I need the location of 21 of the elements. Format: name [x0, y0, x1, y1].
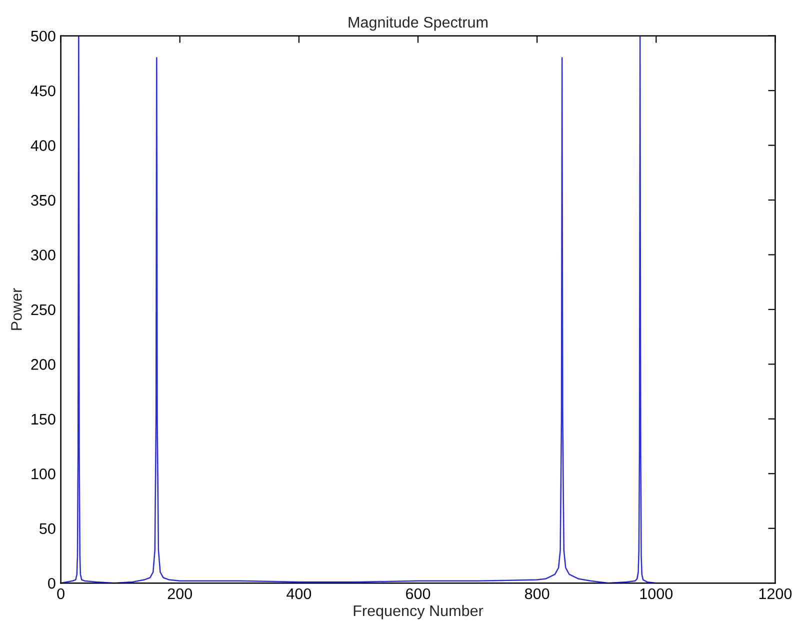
y-tick-label: 300 — [31, 250, 56, 260]
y-axis-title: Power — [11, 288, 22, 330]
y-tick-label: 500 — [31, 30, 56, 42]
x-tick-label: 1000 — [640, 588, 673, 600]
chart-title: Magnitude Spectrum — [348, 16, 488, 31]
x-axis-title: Frequency Number — [354, 604, 484, 620]
x-tick-label: 800 — [524, 588, 550, 600]
y-tick-label: 100 — [32, 468, 56, 480]
x-tick-label: 1200 — [759, 588, 792, 600]
x-tick-label: 200 — [168, 588, 192, 600]
y-tick-label: 0 — [48, 578, 56, 589]
x-tick-label: 600 — [406, 588, 430, 600]
y-tick-label: 250 — [31, 304, 56, 316]
y-tick-label: 50 — [40, 523, 56, 534]
y-tick-label: 400 — [30, 140, 56, 151]
x-tick-label: 0 — [57, 588, 64, 600]
y-tick-label: 150 — [32, 414, 56, 425]
y-tick-label: 450 — [30, 85, 56, 96]
y-tick-label: 350 — [31, 194, 56, 206]
y-tick-label: 200 — [31, 359, 56, 370]
x-tick-label: 400 — [286, 588, 312, 600]
